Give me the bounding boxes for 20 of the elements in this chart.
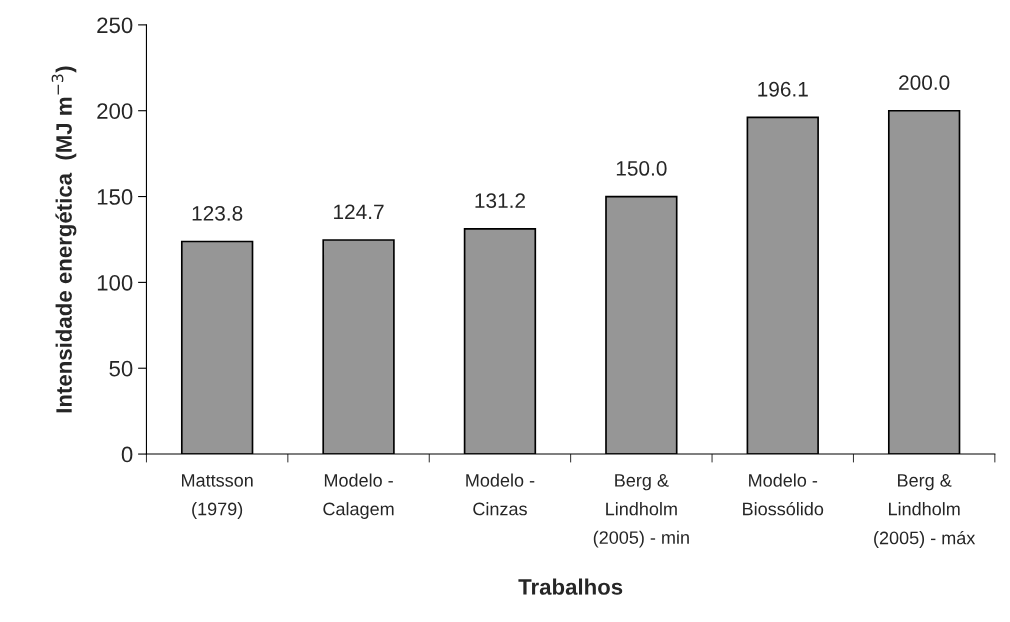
x-tick-label: Modelo - Calagem	[323, 473, 394, 519]
y-tick-label: 100	[97, 274, 133, 291]
y-tick-label: 0	[121, 446, 133, 463]
y-axis-title: Intensidade energética (MJ m$^{−3}$)	[51, 66, 77, 413]
data-label: 150.0	[616, 161, 667, 176]
x-tick-label: Berg & Lindholm (2005) - min	[593, 474, 689, 548]
data-label: 131.2	[475, 193, 525, 209]
y-tick-label: 150	[97, 189, 133, 205]
x-tick-label: Mattsson (1979)	[182, 474, 253, 519]
data-label: 196.1	[758, 81, 808, 97]
y-tick-label: 50	[109, 360, 133, 377]
y-tick-label: 200	[97, 103, 133, 119]
x-tick-label: Modelo - Cinzas	[466, 473, 535, 516]
x-tick-label: Modelo - Biossólido	[743, 473, 824, 516]
data-label: 123.8	[192, 205, 243, 221]
y-tick-label: 250	[97, 17, 133, 34]
x-axis-title: Trabalhos	[518, 578, 623, 595]
x-tick-label: Berg & Lindholm (2005) - máx	[874, 474, 976, 548]
data-label: 200.0	[899, 75, 950, 90]
data-label: 124.7	[334, 204, 384, 219]
